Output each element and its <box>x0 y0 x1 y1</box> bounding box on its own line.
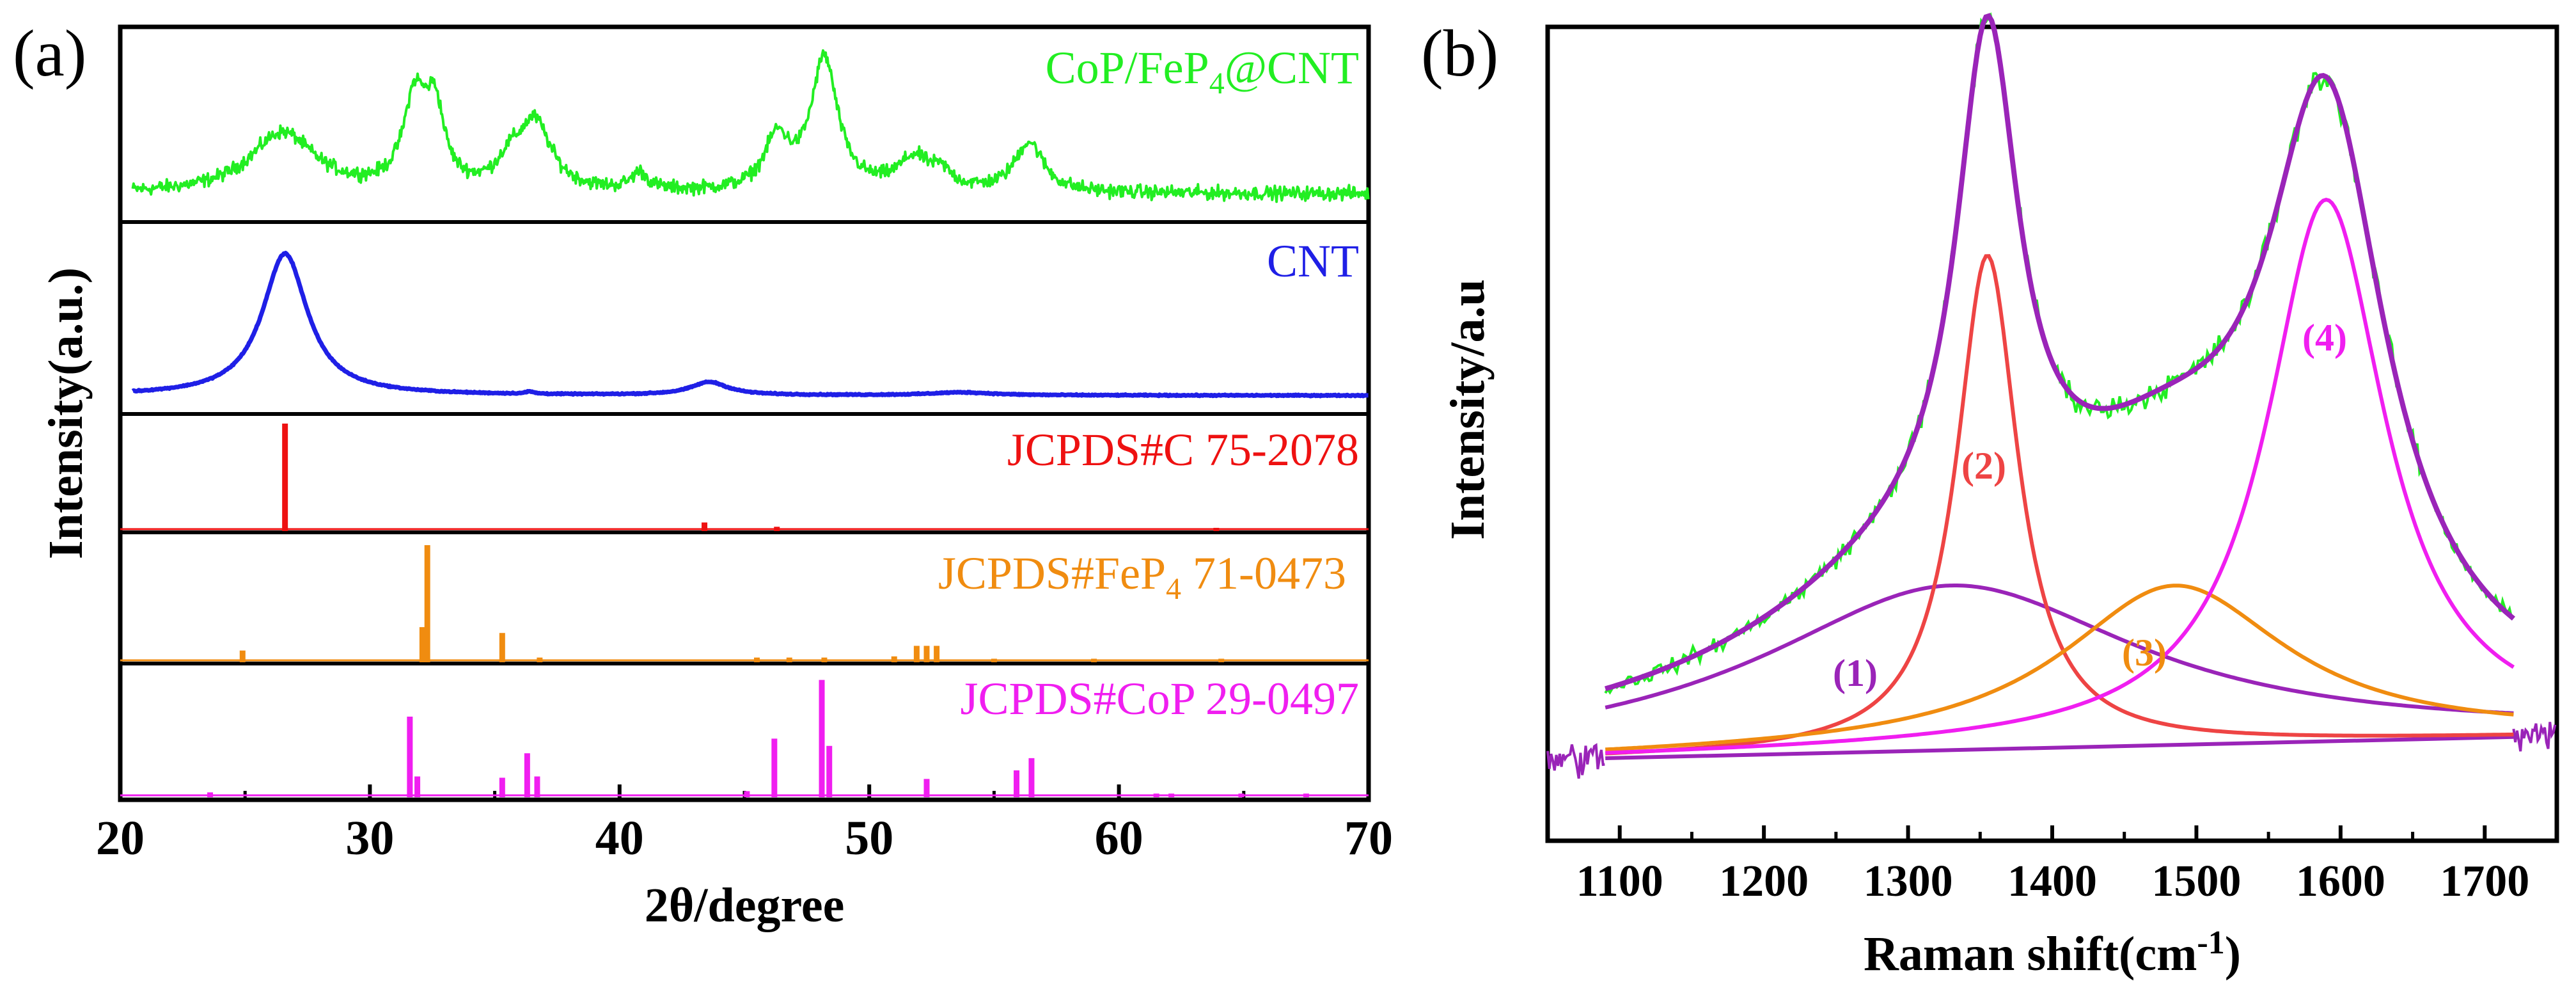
raman-right-tail <box>2512 722 2557 752</box>
raman-peak-2 <box>1605 254 2514 756</box>
panel-a-label: (a) <box>13 17 86 90</box>
raman-baseline <box>1605 735 2514 760</box>
panel-b-x-axis-label-end: ) <box>2225 927 2241 981</box>
legend-cnt: CNT <box>1267 235 1359 287</box>
raman-fit-envelope <box>1605 13 2515 692</box>
panel-a-x-tick-label: 60 <box>1095 811 1143 865</box>
series-cop-fep4-cnt-line <box>131 49 1370 203</box>
panel-b-x-tick-label: 1700 <box>2440 857 2529 906</box>
legend-cop-fep4-cnt-main: CoP/FeP <box>1046 42 1209 93</box>
panel-b-x-tick-label: 1100 <box>1576 857 1663 906</box>
panel-a-x-tick-label: 50 <box>845 811 893 865</box>
panel-a-x-tick-label: 70 <box>1344 811 1393 865</box>
panel-b-x-tick-label: 1200 <box>1719 857 1809 906</box>
panel-a-data <box>120 49 1370 797</box>
panel-b-data <box>1546 12 2557 779</box>
legend-jcpds-fep4: JCPDS#FeP4 71-0473 <box>938 548 1346 606</box>
legend-cop-fep4-cnt-sub: 4 <box>1209 67 1225 100</box>
panel-b-x-axis-label-sup: -1 <box>2197 925 2224 961</box>
peak-label-2: (2) <box>1961 445 2006 487</box>
panel-b-y-axis-label: Intensity/a.u <box>1441 279 1495 540</box>
peak-label-4: (4) <box>2302 317 2347 359</box>
panel-b-x-tick-label: 1600 <box>2296 857 2385 906</box>
panel-a-x-tick-label: 40 <box>595 811 644 865</box>
panel-b-x-tick-label: 1500 <box>2151 857 2241 906</box>
raman-peak-1 <box>1605 584 2514 715</box>
panel-b-x-tick-label: 1400 <box>2007 857 2097 906</box>
panel-b-x-axis-label: Raman shift(cm-1) <box>1864 925 2241 981</box>
panel-b-x-tick-label: 1300 <box>1864 857 1953 906</box>
raman-measured-line <box>1604 12 2513 695</box>
legend-jcpds-c: JCPDS#C 75-2078 <box>1007 424 1359 475</box>
panel-b-frame <box>1545 24 2559 843</box>
legend-jcpds-fep4-end: 71-0473 <box>1181 548 1346 599</box>
legend-cop-fep4-cnt-end: @CNT <box>1225 42 1359 93</box>
series-cnt-line <box>131 251 1370 399</box>
legend-cop-fep4-cnt: CoP/FeP4@CNT <box>1046 42 1359 100</box>
panel-b-x-axis-label-main: Raman shift(cm <box>1864 927 2197 981</box>
legend-jcpds-fep4-sub: 4 <box>1166 572 1181 606</box>
legend-jcpds-cop: JCPDS#CoP 29-0497 <box>961 673 1360 724</box>
raman-peak-4 <box>1605 197 2515 755</box>
raman-peak-3 <box>1605 584 2514 752</box>
raman-left-tail <box>1546 743 1605 779</box>
panel-a-x-tick-label: 20 <box>96 811 145 865</box>
panel-a-x-ticks: 20 30 40 50 60 70 <box>96 784 1393 865</box>
panel-b: 1100 1200 1300 1400 1500 1600 1700 (b) Intensi… <box>1421 12 2559 981</box>
panel-a-x-tick-label: 30 <box>345 811 394 865</box>
panel-a-y-axis-label: Intensity(a.u.) <box>39 267 93 559</box>
legend-jcpds-fep4-main: JCPDS#FeP <box>938 548 1166 599</box>
panel-a: 20 30 40 50 60 70 (a) Intensity(a.u.) 2θ/degr… <box>13 17 1393 932</box>
panel-b-label: (b) <box>1421 17 1498 90</box>
panel-b-x-ticks: 1100 1200 1300 1400 1500 1600 1700 <box>1546 825 2559 906</box>
peak-label-1: (1) <box>1833 652 1878 694</box>
panel-a-x-axis-label: 2θ/degree <box>645 879 845 932</box>
peak-label-3: (3) <box>2122 632 2167 674</box>
